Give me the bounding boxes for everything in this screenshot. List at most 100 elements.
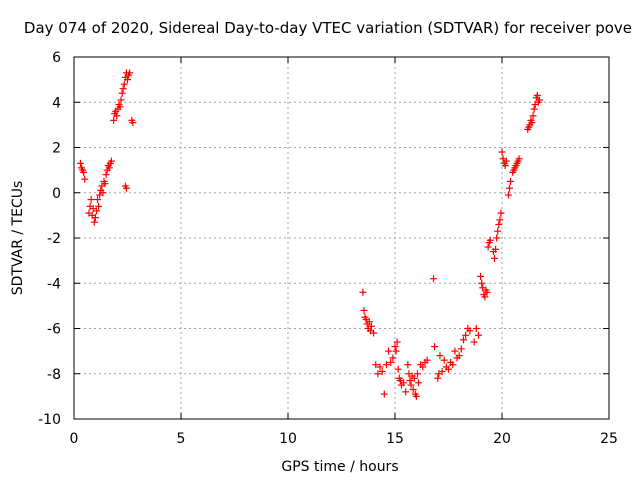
data-point [486, 236, 494, 244]
data-point [81, 175, 89, 183]
y-tick-label: 4 [52, 95, 61, 111]
data-point [496, 216, 504, 224]
data-point [415, 379, 423, 387]
y-tick-label: -2 [47, 231, 61, 247]
data-point [407, 381, 415, 389]
y-tick-label: 6 [52, 50, 61, 66]
data-point [392, 347, 400, 355]
data-point [389, 354, 397, 362]
data-point [110, 116, 118, 124]
data-point [481, 293, 489, 301]
data-point [404, 361, 412, 369]
data-point [105, 164, 113, 172]
data-point [94, 196, 102, 204]
data-point [515, 155, 523, 163]
data-point [129, 119, 137, 127]
y-tick-label: 2 [52, 141, 61, 157]
data-point [410, 374, 418, 382]
data-point [449, 361, 457, 369]
data-point [491, 254, 499, 262]
data-point [483, 288, 491, 296]
data-point [370, 329, 378, 337]
data-point [126, 69, 134, 77]
data-point [455, 352, 463, 360]
data-point [365, 318, 373, 326]
data-point [477, 272, 485, 280]
data-point [507, 177, 515, 185]
tick-layer [73, 56, 610, 420]
y-tick-label: 0 [52, 186, 61, 202]
data-point [530, 105, 538, 113]
data-point [423, 356, 431, 364]
data-point [413, 370, 421, 378]
data-point [359, 288, 367, 296]
data-point [367, 322, 375, 330]
data-point [101, 180, 109, 188]
x-tick-label: 5 [177, 431, 186, 447]
data-point [382, 361, 390, 369]
data-point [87, 196, 95, 204]
data-point [380, 390, 388, 398]
data-point [124, 76, 131, 84]
data-point [494, 227, 502, 235]
data-point [440, 356, 448, 364]
data-point [419, 363, 427, 371]
data-point [470, 338, 478, 346]
data-point [478, 279, 486, 287]
data-point [122, 184, 130, 192]
data-point [385, 347, 393, 355]
data-point [438, 367, 446, 375]
data-point [492, 245, 500, 253]
y-tick-label: -6 [47, 322, 61, 338]
data-point [459, 336, 467, 344]
data-point [99, 189, 107, 197]
data-point [493, 234, 501, 242]
data-point [372, 361, 380, 369]
y-axis-label: SDTVAR / TECUs [10, 181, 26, 296]
data-point [412, 392, 420, 400]
y-tick-label: -10 [38, 412, 61, 428]
data-point [498, 148, 506, 156]
data-point [76, 159, 84, 167]
data-point [495, 220, 503, 228]
data-point [502, 157, 510, 165]
data-point [117, 96, 125, 104]
data-point [118, 89, 126, 97]
data-point [466, 327, 474, 335]
data-point [95, 202, 103, 210]
y-tick-label: -4 [47, 276, 61, 292]
data-point [431, 343, 439, 351]
data-point [387, 358, 395, 366]
x-tick-label: 25 [600, 431, 618, 447]
data-point [80, 168, 88, 176]
grid-layer [74, 57, 609, 419]
data-point [360, 306, 368, 314]
data-point [409, 386, 417, 394]
data-point [504, 191, 512, 199]
data-point [406, 377, 414, 385]
data-point [378, 367, 386, 375]
data-point [529, 112, 537, 120]
data-point [445, 365, 452, 373]
data-point [533, 91, 541, 99]
y-tick-label: -8 [47, 367, 61, 383]
data-point [120, 80, 128, 88]
data-point [430, 275, 438, 283]
tick-label-layer: 0 5 10 15 20 25 -10 -8 -6 -4 -2 0 2 4 6 [38, 50, 618, 447]
x-tick-label: 0 [70, 431, 79, 447]
x-tick-label: 15 [386, 431, 404, 447]
data-point [102, 171, 110, 179]
data-point [92, 207, 100, 215]
x-axis-label: GPS time / hours [281, 459, 398, 475]
data-point [400, 379, 408, 387]
data-point [119, 85, 127, 93]
data-point [90, 218, 98, 226]
data-point [374, 370, 382, 378]
data-point [462, 331, 470, 339]
data-point [391, 343, 399, 351]
data-point [393, 338, 401, 346]
points-layer [76, 69, 543, 400]
data-point [474, 331, 482, 339]
data-point [472, 325, 480, 332]
